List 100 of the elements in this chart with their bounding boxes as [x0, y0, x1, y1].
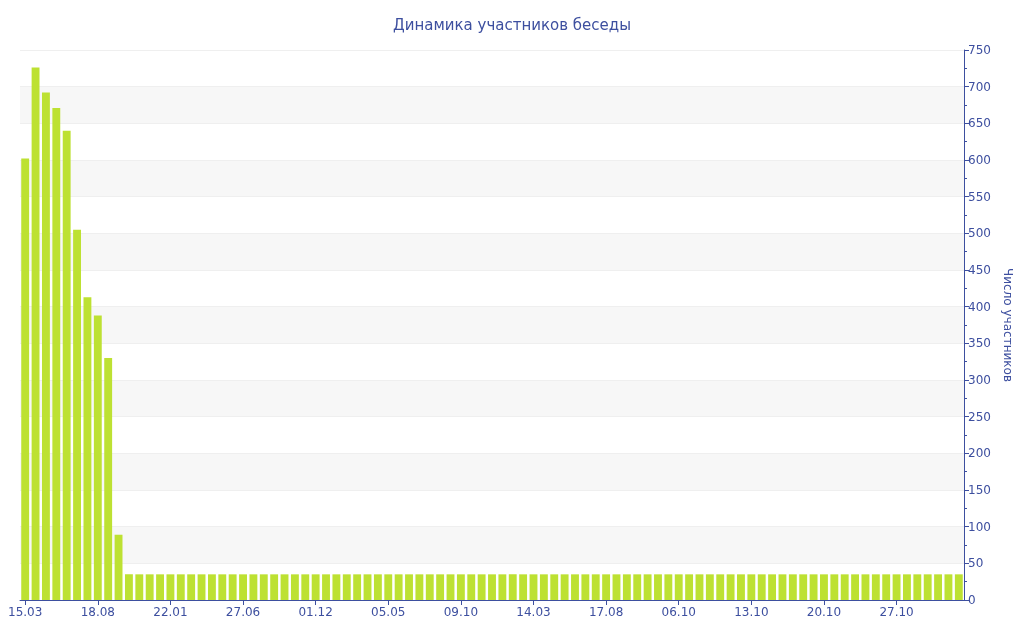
bar	[944, 574, 953, 600]
bar	[757, 574, 766, 600]
bar	[788, 574, 797, 600]
bar	[342, 574, 351, 600]
x-tick-label: 17.08	[588, 605, 624, 619]
bar	[539, 574, 548, 600]
bar	[737, 574, 745, 600]
bar	[93, 315, 102, 600]
y-tick-label: 700	[968, 79, 991, 94]
x-tick-label: 27.10	[879, 605, 914, 619]
bar	[21, 158, 30, 600]
bar	[239, 574, 247, 600]
x-tick-label: 22.01	[153, 605, 188, 619]
bar	[104, 358, 113, 600]
bar	[892, 574, 901, 600]
bar	[685, 574, 694, 600]
bar	[716, 574, 725, 600]
y-tick-label: 600	[968, 153, 991, 167]
bar	[840, 574, 849, 600]
bar	[695, 574, 704, 600]
bar	[83, 297, 92, 600]
x-tick-label: 18.08	[80, 605, 115, 619]
bar	[934, 574, 943, 600]
bar	[664, 574, 673, 600]
bar	[871, 574, 880, 600]
bar	[643, 574, 652, 600]
bar	[705, 574, 714, 600]
bar	[954, 574, 963, 600]
bar	[560, 574, 569, 600]
bar	[280, 574, 289, 600]
y-axis-title: Число участников	[1001, 268, 1015, 382]
y-tick-label: 650	[968, 116, 991, 131]
y-tick-label: 200	[968, 446, 991, 461]
bar	[405, 574, 413, 600]
bar	[778, 574, 787, 600]
bar	[498, 574, 507, 600]
bar	[674, 574, 683, 600]
bar	[602, 574, 611, 600]
bar	[156, 574, 164, 600]
bar	[591, 574, 600, 600]
bar	[529, 574, 538, 600]
bar	[31, 67, 40, 600]
bar	[207, 574, 216, 600]
y-tick-label: 150	[968, 483, 991, 497]
bar	[477, 574, 486, 600]
y-tick-label: 0	[968, 593, 976, 607]
bar	[467, 574, 476, 600]
x-tick-label: 15.03	[8, 605, 43, 619]
bar	[425, 574, 434, 600]
x-tick-label: 09.10	[443, 605, 479, 619]
bar	[353, 574, 362, 600]
y-tick-label: 250	[968, 409, 991, 424]
bar	[861, 574, 870, 600]
bar	[612, 574, 621, 600]
bar	[446, 574, 455, 600]
bar	[301, 574, 310, 600]
bar	[41, 92, 50, 600]
bar	[332, 574, 341, 600]
bar	[581, 574, 590, 600]
bar	[456, 574, 465, 600]
bar	[830, 574, 839, 600]
bar	[820, 574, 828, 600]
bar	[187, 574, 196, 600]
y-tick-label: 500	[968, 226, 991, 241]
bar	[903, 574, 911, 600]
y-tick-label: 550	[968, 189, 991, 204]
bar	[436, 574, 445, 600]
bar	[882, 574, 891, 600]
bar	[633, 574, 642, 600]
y-tick-label: 400	[968, 299, 991, 314]
bar	[124, 574, 133, 600]
bar	[622, 574, 631, 600]
bar	[218, 574, 227, 600]
bar	[923, 574, 932, 600]
bar	[259, 574, 268, 600]
bar	[747, 574, 756, 600]
x-tick-label: 05.05	[371, 605, 406, 619]
bar	[726, 574, 735, 600]
bar	[913, 574, 922, 600]
bar	[519, 574, 528, 600]
bar	[290, 574, 299, 600]
x-tick-label: 20.10	[806, 605, 842, 619]
bar	[508, 574, 517, 600]
bar	[166, 574, 175, 600]
y-tick-label: 450	[968, 263, 991, 277]
bar	[654, 574, 662, 600]
bar	[73, 229, 81, 600]
bar	[799, 574, 808, 600]
bar	[228, 574, 237, 600]
bar	[322, 574, 330, 600]
chart-title: Динамика участников беседы	[392, 15, 632, 34]
bar	[488, 574, 496, 600]
bar	[249, 574, 258, 600]
bar	[571, 574, 579, 600]
y-tick-label: 50	[968, 556, 984, 571]
bar	[311, 574, 320, 600]
bar	[415, 574, 424, 600]
bar	[197, 574, 206, 600]
bar	[394, 574, 403, 600]
x-tick-label: 06.10	[661, 605, 696, 619]
